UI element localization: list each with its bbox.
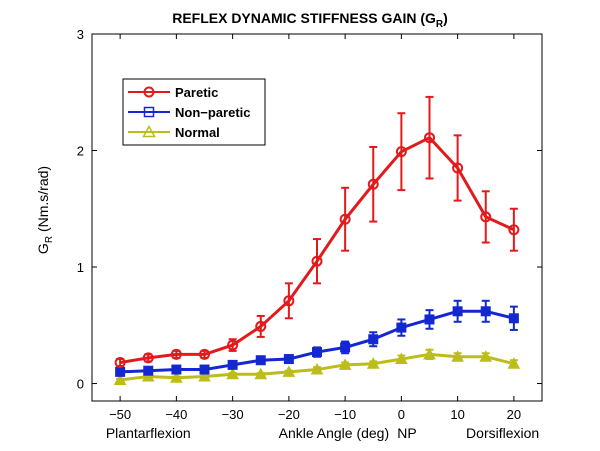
x-annotations: Plantarflexion Ankle Angle (deg) NP Dorsifl… [106,425,539,441]
legend-marker [143,86,155,98]
x-tick-label: −10 [334,407,356,422]
data-point [395,146,407,158]
x-tick-label: 20 [507,407,521,422]
y-tick-label: 2 [77,144,84,159]
data-point [114,357,126,369]
series-triangle [113,347,521,386]
data-point [396,322,407,333]
data-point [340,342,351,353]
data-point [283,295,295,307]
data-point [368,334,379,345]
data-point [142,352,154,364]
data-point [141,369,155,382]
x-annotation: Dorsiflexion [466,425,539,441]
data-point [171,364,182,375]
data-point [283,354,294,365]
legend-label: Paretic [175,85,218,100]
data-point [255,355,266,366]
data-point [254,367,268,380]
chart-title: REFLEX DYNAMIC STIFFNESS GAIN (GR) [172,10,448,30]
data-point [452,306,463,317]
data-point [199,348,210,360]
x-tick-label: 10 [450,407,464,422]
x-tick-label: 0 [398,407,405,422]
data-point [312,347,322,358]
legend-marker [143,106,155,118]
series-square [115,299,519,377]
x-annotation: Ankle Angle (deg) [279,425,390,441]
y-tick-label: 0 [77,377,84,392]
data-point [170,371,183,383]
data-point [480,306,491,317]
y-axis-label: GR (Nm.s/rad) [35,166,55,254]
data-point [366,357,380,369]
x-tick-label: −30 [222,407,244,422]
data-point [115,366,126,377]
data-point [113,373,127,386]
axes-frame [91,33,543,402]
data-point [508,224,520,236]
legend: Paretic Non−paretic Normal [122,78,266,146]
data-point [227,359,238,370]
x-tick-label: −50 [109,407,131,422]
legend-label: Normal [175,125,220,140]
data-point [367,178,379,190]
axes: −50 −40 −30 −20 −10 0 10 20 0 1 2 3 [77,27,543,422]
data-point [311,255,323,267]
data-point [452,162,464,174]
data-point [310,363,324,375]
x-annotation: NP [397,425,416,441]
x-tick-label: −40 [165,407,187,422]
series-layer [113,95,521,386]
x-tick-label: −20 [278,407,300,422]
data-point [143,365,154,376]
legend-label: Non−paretic [175,105,251,120]
legend-marker [142,124,156,138]
data-point [198,369,211,382]
data-point [508,313,519,324]
data-point [170,348,182,360]
x-annotation: Plantarflexion [106,425,191,441]
data-point [338,358,352,370]
data-point [424,314,435,325]
data-point [451,350,464,362]
data-point [199,364,210,375]
data-point [423,347,436,360]
data-point [226,367,239,380]
data-point [227,339,239,351]
data-point [395,352,408,365]
data-point [507,357,521,369]
data-point [424,132,435,144]
data-point [480,211,492,223]
y-tick-label: 1 [77,260,84,275]
series-circle [114,95,520,369]
y-tick-label: 3 [77,27,84,42]
data-point [479,350,493,362]
data-point [282,365,296,377]
data-point [339,213,351,225]
data-point [255,320,267,332]
